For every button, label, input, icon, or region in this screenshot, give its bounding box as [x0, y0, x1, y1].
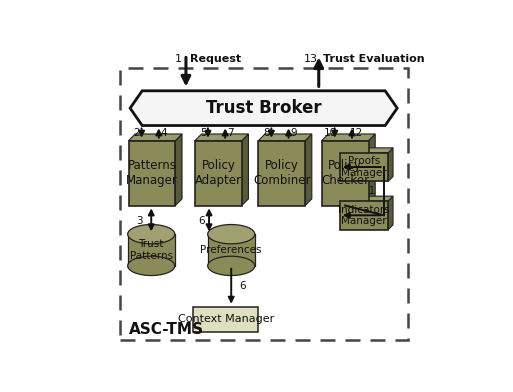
Polygon shape — [175, 134, 182, 205]
Polygon shape — [340, 196, 393, 201]
Text: Trust
Patterns: Trust Patterns — [130, 239, 173, 261]
Polygon shape — [388, 148, 393, 181]
Text: 9: 9 — [290, 128, 297, 138]
Text: Trust Broker: Trust Broker — [206, 99, 322, 117]
Text: ASC-TMS: ASC-TMS — [129, 322, 204, 337]
Text: 1: 1 — [175, 54, 182, 64]
Text: 10: 10 — [323, 128, 337, 138]
Bar — [193, 307, 259, 332]
Text: Indicators
Manager: Indicators Manager — [338, 205, 390, 226]
Text: Request: Request — [190, 54, 242, 64]
Text: Trust Evaluation: Trust Evaluation — [323, 54, 425, 64]
Bar — [129, 141, 175, 205]
Polygon shape — [388, 196, 393, 230]
Text: 8: 8 — [263, 128, 270, 138]
Text: 12: 12 — [350, 128, 363, 138]
Text: 13: 13 — [304, 54, 318, 64]
Text: 6: 6 — [198, 216, 205, 226]
Ellipse shape — [208, 225, 255, 244]
Text: Context Manager: Context Manager — [178, 314, 274, 325]
Text: 6: 6 — [239, 281, 245, 291]
Polygon shape — [305, 134, 312, 205]
Bar — [208, 234, 255, 266]
Text: Policy
Combiner: Policy Combiner — [253, 159, 310, 187]
Bar — [259, 141, 305, 205]
Polygon shape — [368, 134, 375, 205]
Polygon shape — [130, 91, 397, 125]
Polygon shape — [242, 134, 248, 205]
Bar — [195, 141, 242, 205]
Text: 4: 4 — [160, 128, 167, 138]
Polygon shape — [129, 134, 182, 141]
Bar — [322, 141, 368, 205]
Polygon shape — [195, 134, 248, 141]
Text: Proofs
Manager: Proofs Manager — [341, 156, 387, 178]
Bar — [128, 234, 175, 266]
Text: Policy
Checker: Policy Checker — [321, 159, 369, 187]
Bar — [340, 201, 388, 230]
Text: 11: 11 — [363, 186, 376, 196]
Ellipse shape — [128, 256, 175, 276]
Polygon shape — [322, 134, 375, 141]
Bar — [340, 153, 388, 181]
Text: Patterns
Manager: Patterns Manager — [126, 159, 178, 187]
Text: 5: 5 — [200, 128, 206, 138]
Text: 7: 7 — [227, 128, 233, 138]
Polygon shape — [259, 134, 312, 141]
Text: Policy
Adapter: Policy Adapter — [195, 159, 242, 187]
Ellipse shape — [128, 225, 175, 244]
Text: 2: 2 — [133, 128, 140, 138]
Text: Preferences: Preferences — [201, 245, 262, 255]
Polygon shape — [340, 148, 393, 153]
Ellipse shape — [208, 256, 255, 276]
Text: 3: 3 — [136, 216, 143, 226]
